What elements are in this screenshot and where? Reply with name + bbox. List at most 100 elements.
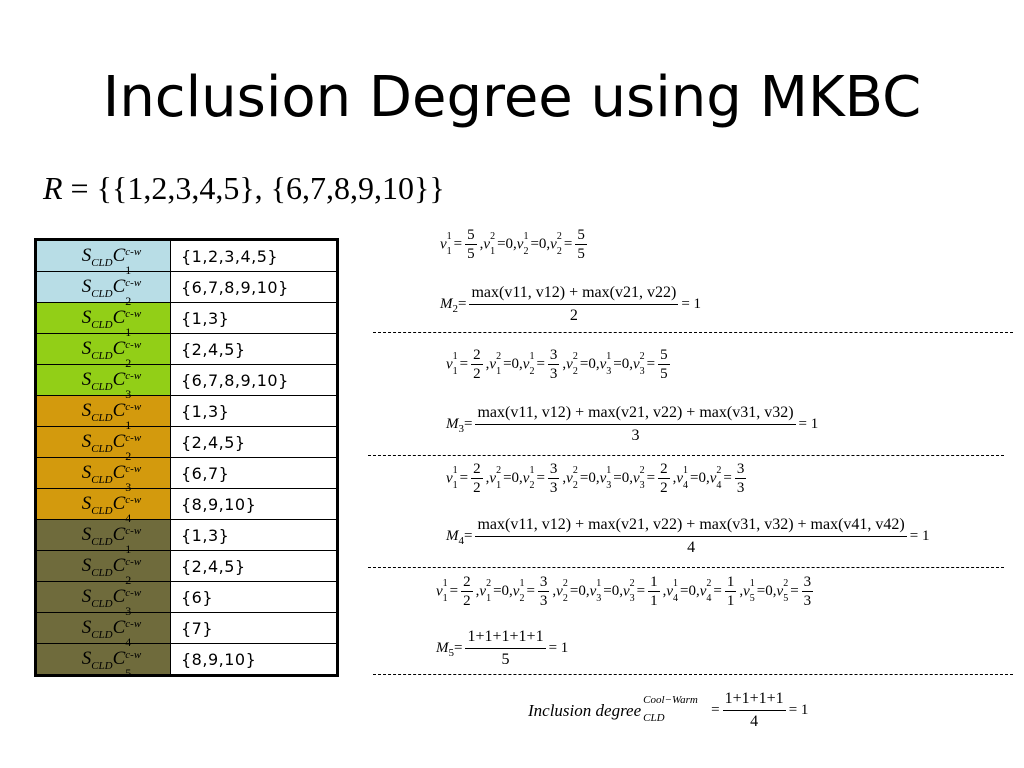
value: 0 [588,356,596,372]
v-superscript: 1 [452,350,458,362]
cluster-base: C [112,400,126,421]
comma: , [552,583,557,599]
table-row: SCLDC c-w 2 {2,4,5} [35,550,338,586]
fraction-denominator: 4 [750,713,759,730]
table-row: SCLDC c-w 1 {1,3} [35,302,338,338]
v-subscript: 3 [606,365,612,377]
slide-title: Inclusion Degree using MKBC [102,65,922,130]
cluster-value-cell: {2,4,5} [170,333,338,365]
m-index: 5 [448,647,455,659]
prefix-subscript: CLD [91,256,113,269]
v-symbol: v [516,235,524,252]
cluster-name-cell: SCLDC c-w 3 [35,457,171,493]
v-superscript: 2 [562,577,568,589]
prefix-subscript: CLD [91,473,113,486]
inclusion-result: = 1 [788,702,809,718]
fraction-denominator: 2 [473,366,481,382]
v-superscript: 2 [639,350,645,362]
prefix-subscript: CLD [91,504,113,517]
v-superscript: 2 [783,577,789,589]
m-result: = 1 [548,640,569,656]
cluster-value-cell: {6,7,8,9,10} [170,271,338,303]
v-symbol: v [489,469,497,486]
v-subscript: 2 [529,479,535,491]
value: 0 [621,470,630,486]
v-symbol: v [632,469,640,486]
equals-sign: = [449,583,459,599]
m-index: 4 [458,535,465,547]
fraction-numerator: max(v11, v12) + max(v21, v22) [469,282,679,305]
v-subscript: 4 [716,479,722,491]
table-row: SCLDC c-w 1 {1,2,3,4,5} [35,239,338,276]
v-superscript: 1 [452,464,458,476]
v-symbol: v [599,469,607,486]
v-symbol: v [776,582,784,599]
m-symbol: M3 [446,416,464,435]
fraction-numerator: 3 [734,461,747,479]
table-row: SCLDC c-w 3 {6} [35,581,338,617]
v-symbol: v [556,582,563,599]
v-symbol: v [699,582,707,599]
v-superscript: 2 [556,230,562,242]
v-superscript: 1 [529,350,535,362]
cluster-name-cell: SCLDC c-w 3 [35,581,171,617]
fraction-numerator: 1 [724,574,737,592]
equals-sign: = [530,236,539,252]
r-set-value: = {{1,2,3,4,5}, {6,7,8,9,10}} [70,170,445,206]
v-subscript: 4 [673,592,679,604]
m3-equation: M3 = max(v11, v12) + max(v21, v22) + max… [446,402,818,446]
v-symbol: v [632,355,640,372]
v-superscript: 2 [639,464,645,476]
v-subscript: 2 [519,592,525,604]
fraction: 1+1+1+1+1 5 [465,626,546,671]
v-superscript: 1 [606,464,612,476]
prefix-subscript: CLD [91,535,113,548]
v-symbol: v [566,469,573,486]
fraction-denominator: 5 [501,651,510,668]
m-symbol: M4 [446,528,465,547]
cluster-table: SCLDC c-w 1 {1,2,3,4,5} SCLDC c-w 2 {6,7,8,9,10… [34,238,339,679]
m-result: = 1 [909,528,930,544]
cluster-value-cell: {2,4,5} [170,426,338,458]
cluster-value-cell: {8,9,10} [170,488,338,520]
separator-line [368,567,1004,568]
equals-sign: = [536,356,545,372]
fraction-denominator: 1 [650,593,658,609]
cluster-base: C [112,617,126,638]
cluster-base: C [112,245,126,266]
v-superscript: 1 [519,577,525,589]
v-symbol: v [599,355,607,372]
equals-sign: = [563,236,573,252]
v-superscript: 1 [606,350,612,362]
cluster-base: C [112,648,126,669]
fraction-denominator: 2 [660,480,668,496]
v-superscript: 1 [673,577,679,589]
v-subscript: 3 [629,592,635,604]
cluster-value-cell: {2,4,5} [170,550,338,582]
fraction-denominator: 3 [549,366,558,382]
comma: , [479,236,484,252]
v-subscript: 2 [529,365,535,377]
inclusion-indices: Cool−Warm CLD [641,693,711,729]
cluster-name-cell: SCLDC c-w 2 [35,333,171,369]
cluster-value-cell: {1,3} [170,519,338,551]
